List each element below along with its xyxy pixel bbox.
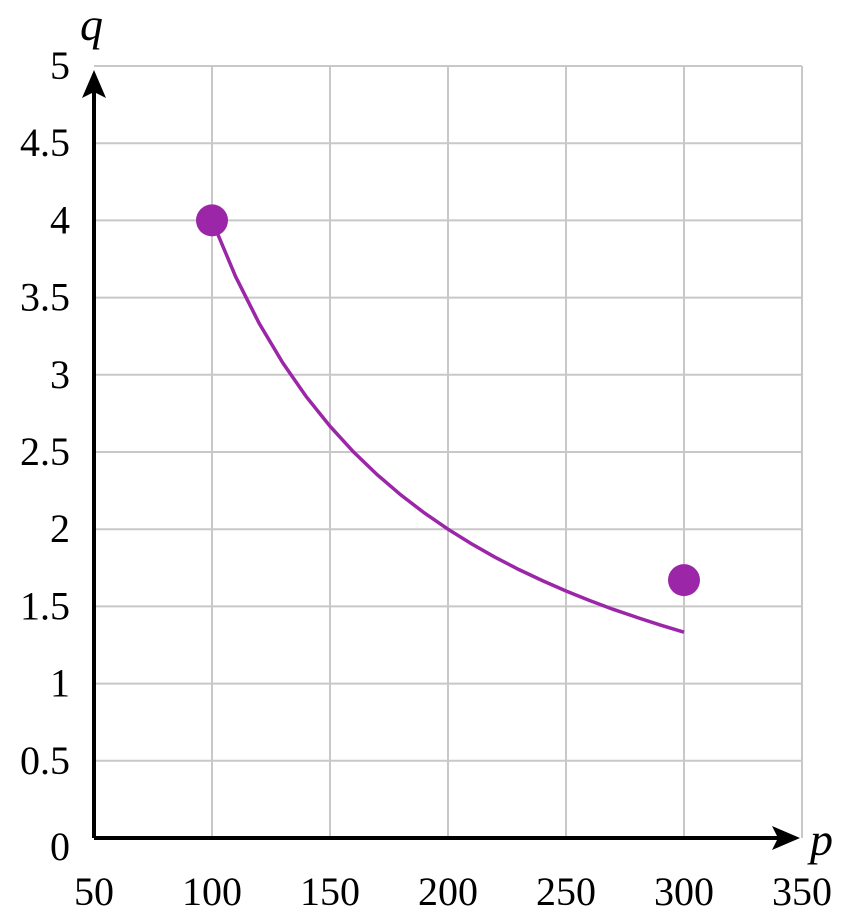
- x-tick-label: 350: [772, 869, 832, 914]
- x-tick-label: 150: [300, 869, 360, 914]
- y-tick-label: 3.5: [20, 275, 70, 320]
- axes: [82, 70, 800, 850]
- x-tick-label: 200: [418, 869, 478, 914]
- y-axis-arrow-icon: [82, 70, 106, 98]
- y-tick-label: 0.5: [20, 738, 70, 783]
- y-tick-label: 5: [50, 43, 70, 88]
- data-point: [668, 564, 700, 597]
- data-points: [196, 204, 700, 597]
- y-tick-label: 2.5: [20, 429, 70, 474]
- y-tick-label: 1.5: [20, 583, 70, 628]
- y-tick-label: 3: [50, 352, 70, 397]
- series: [210, 219, 685, 634]
- y-tick-label: 0: [50, 824, 70, 869]
- y-tick-label: 4: [50, 197, 70, 242]
- x-tick-label: 50: [74, 869, 114, 914]
- x-axis-arrow-icon: [772, 826, 800, 850]
- series-line: [210, 219, 685, 634]
- x-tick-label: 250: [536, 869, 596, 914]
- x-tick-label: 100: [182, 869, 242, 914]
- y-tick-label: 1: [50, 661, 70, 706]
- grid: [94, 65, 803, 838]
- y-tick-label: 2: [50, 506, 70, 551]
- x-axis-title: p: [807, 814, 833, 865]
- y-tick-label: 4.5: [20, 120, 70, 165]
- x-tick-label: 300: [654, 869, 714, 914]
- data-point: [196, 204, 228, 237]
- y-axis-title: q: [80, 0, 103, 50]
- tick-labels: 50 100 150 200 250 300 350 0 0.5 1 1.5 2 2.5 3 3.5 4 4.5…: [20, 43, 832, 914]
